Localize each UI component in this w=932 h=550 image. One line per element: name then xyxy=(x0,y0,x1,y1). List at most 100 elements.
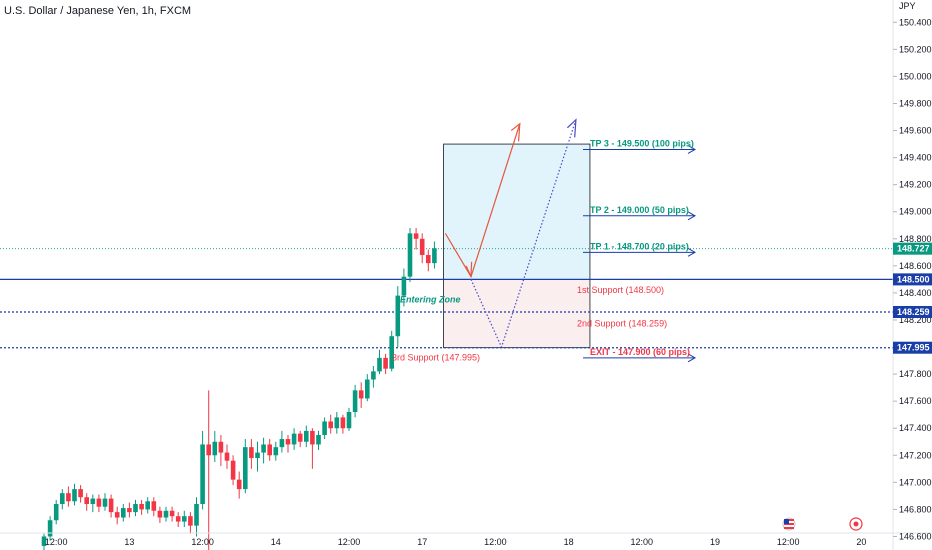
candle-body[interactable] xyxy=(53,503,59,521)
candle-body[interactable] xyxy=(145,501,150,510)
x-tick-label: 14 xyxy=(271,537,281,547)
candle-body[interactable] xyxy=(401,276,407,296)
candle-body[interactable] xyxy=(365,379,370,399)
support2-label: 2nd Support (148.259) xyxy=(577,319,667,329)
candle-body[interactable] xyxy=(169,510,175,517)
candle-body[interactable] xyxy=(66,493,71,502)
y-tick-label: 149.800 xyxy=(899,98,932,108)
candle-body[interactable] xyxy=(358,390,364,399)
candle-body[interactable] xyxy=(328,421,333,429)
candle-body[interactable] xyxy=(127,508,132,513)
candle-body[interactable] xyxy=(90,498,96,504)
candle-body[interactable] xyxy=(139,503,144,510)
level-badge-1-text: 148.500 xyxy=(897,274,930,284)
y-tick-label: 150.400 xyxy=(899,17,932,27)
candle-body[interactable] xyxy=(273,447,279,456)
candle-body[interactable] xyxy=(310,430,315,445)
candle-body[interactable] xyxy=(175,516,181,522)
y-tick-label: 148.200 xyxy=(899,315,932,325)
candle-body[interactable] xyxy=(389,336,394,369)
candle-body[interactable] xyxy=(47,520,53,537)
chart-title: U.S. Dollar / Japanese Yen, 1h, FXCM xyxy=(4,5,191,17)
candle-body[interactable] xyxy=(236,479,242,490)
candle-body[interactable] xyxy=(432,248,437,264)
candle-body[interactable] xyxy=(41,536,47,546)
candle-body[interactable] xyxy=(230,460,236,480)
x-tick-label: 12:00 xyxy=(777,537,800,547)
entering-zone-label: Entering Zone xyxy=(400,294,461,304)
candle-body[interactable] xyxy=(383,357,388,369)
y-tick-label: 147.800 xyxy=(899,369,932,379)
y-tick-label: 149.400 xyxy=(899,153,932,163)
tp1-arrow-icon xyxy=(687,247,697,257)
tp3-arrow-icon xyxy=(687,145,697,154)
candle-body[interactable] xyxy=(182,516,187,522)
economic-event-icon[interactable] xyxy=(849,517,863,531)
arrow-head-icon xyxy=(510,122,521,142)
candle-body[interactable] xyxy=(78,489,83,498)
x-tick-label: 18 xyxy=(564,537,574,547)
candle-body[interactable] xyxy=(316,434,321,445)
candle-body[interactable] xyxy=(413,233,419,239)
candle-body[interactable] xyxy=(249,447,254,458)
y-tick-label: 147.200 xyxy=(899,450,932,460)
y-tick-label: 146.600 xyxy=(899,531,932,541)
candle-body[interactable] xyxy=(407,233,413,277)
x-tick-label: 12:00 xyxy=(45,537,68,547)
candle-body[interactable] xyxy=(72,489,77,502)
candle-body[interactable] xyxy=(96,498,102,507)
candle-body[interactable] xyxy=(60,493,65,504)
candle-body[interactable] xyxy=(279,439,285,448)
tp2-label: TP 2 - 149.000 (50 pips) xyxy=(590,205,689,215)
y-tick-label: 147.000 xyxy=(899,477,932,487)
candle-body[interactable] xyxy=(346,411,352,429)
candle-body[interactable] xyxy=(377,357,382,372)
y-tick-label: 148.800 xyxy=(899,234,932,244)
candle-body[interactable] xyxy=(206,444,211,456)
candle-body[interactable] xyxy=(285,439,291,445)
candle-body[interactable] xyxy=(108,498,114,513)
candle-body[interactable] xyxy=(163,510,169,518)
candle-body[interactable] xyxy=(212,441,218,456)
candle-body[interactable] xyxy=(243,447,248,490)
candle-body[interactable] xyxy=(200,444,205,504)
candle-body[interactable] xyxy=(151,501,157,511)
candle-body[interactable] xyxy=(224,452,230,461)
y-tick-label: 149.000 xyxy=(899,207,932,217)
candle-body[interactable] xyxy=(114,512,120,518)
candle-body[interactable] xyxy=(291,433,297,445)
candle-body[interactable] xyxy=(340,417,346,429)
candle-body[interactable] xyxy=(352,390,358,412)
level-badge-2 xyxy=(893,305,932,318)
candle-body[interactable] xyxy=(188,516,193,526)
candle-body[interactable] xyxy=(371,371,376,380)
candle-body[interactable] xyxy=(102,498,108,507)
candle-body[interactable] xyxy=(395,295,401,337)
last-price-badge xyxy=(893,242,932,255)
x-tick-label: 12:00 xyxy=(631,537,654,547)
candle-body[interactable] xyxy=(194,503,199,526)
x-tick-label: 12:00 xyxy=(338,537,361,547)
exit-arrow-icon xyxy=(687,353,697,363)
last-price-badge-text: 148.727 xyxy=(897,244,930,254)
candle-body[interactable] xyxy=(261,444,266,453)
candle-body[interactable] xyxy=(157,510,163,518)
candle-body[interactable] xyxy=(218,441,224,453)
support3-label: 3rd Support (147.995) xyxy=(392,353,480,363)
candle-body[interactable] xyxy=(426,255,431,264)
tp3-label: TP 3 - 149.500 (100 pips) xyxy=(590,138,694,148)
candle-body[interactable] xyxy=(133,503,138,513)
candle-body[interactable] xyxy=(121,508,126,518)
exit-label: EXIT - 147.900 (60 pips) xyxy=(590,347,690,357)
candle-body[interactable] xyxy=(304,430,309,442)
x-tick-label: 13 xyxy=(124,537,134,547)
candle-body[interactable] xyxy=(334,417,340,429)
candle-body[interactable] xyxy=(419,238,425,256)
candle-body[interactable] xyxy=(322,421,327,435)
candle-body[interactable] xyxy=(84,497,89,504)
candle-body[interactable] xyxy=(255,452,260,458)
us-flag-event-icon[interactable] xyxy=(782,517,796,531)
candle-body[interactable] xyxy=(297,433,303,442)
candle-body[interactable] xyxy=(267,444,272,456)
